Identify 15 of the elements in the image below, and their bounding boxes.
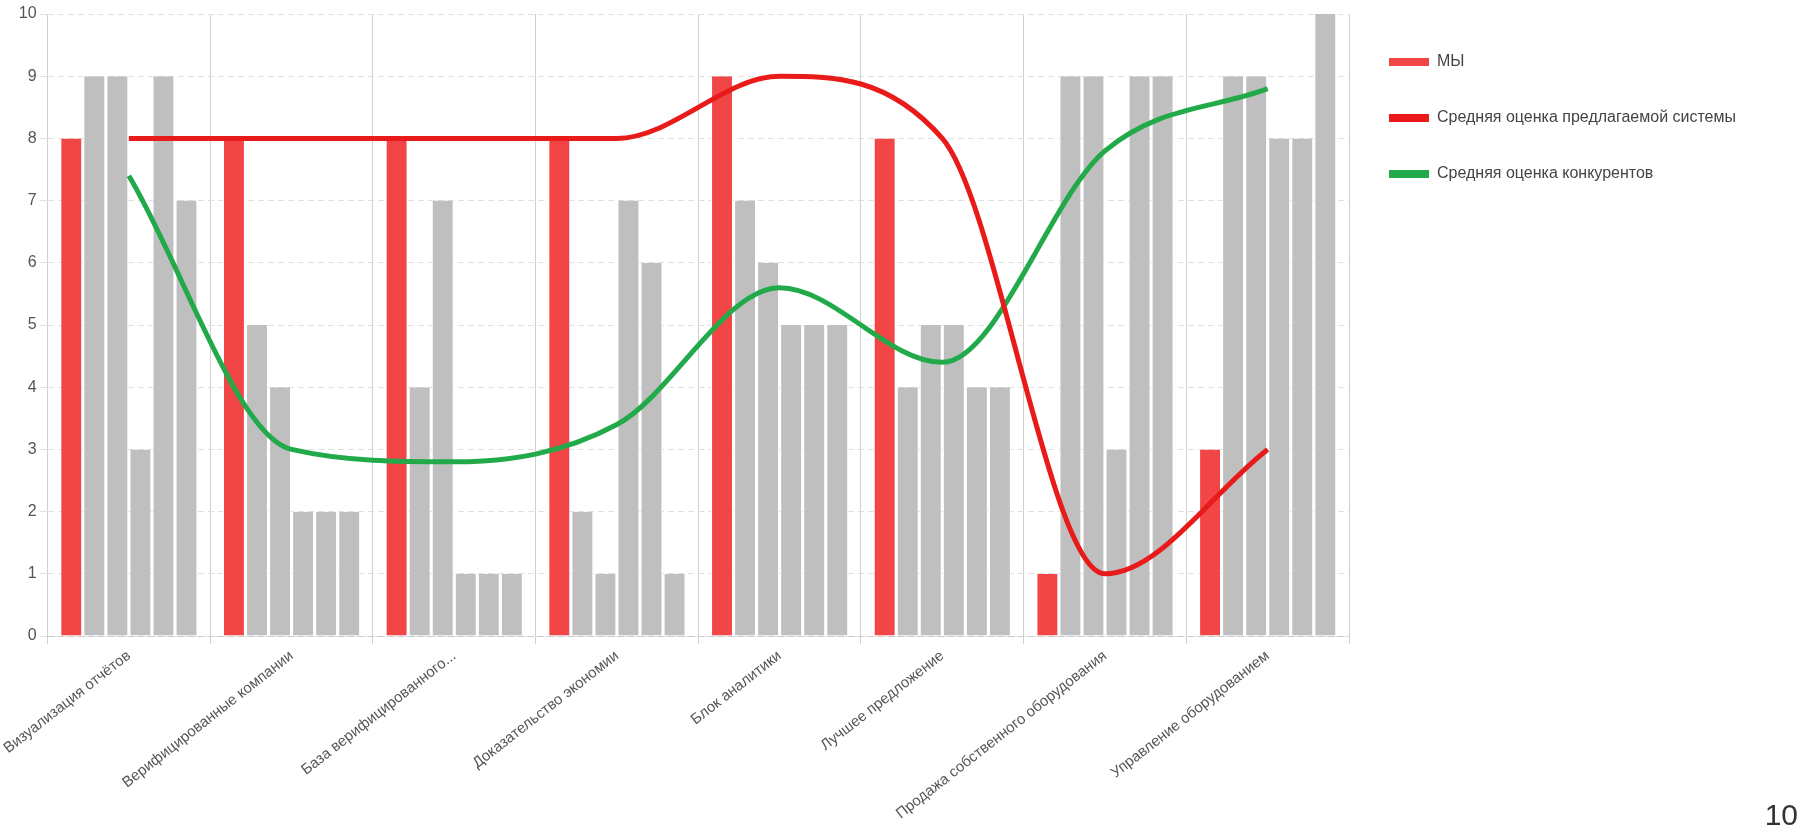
y-tick-label: 7 [27, 191, 37, 209]
text: 10 [1764, 798, 1798, 832]
y-tick-label: 1 [27, 564, 37, 582]
legend-label: МЫ [1437, 52, 1465, 70]
y-tick-label: 8 [27, 128, 37, 146]
y-tick-label: 2 [27, 502, 37, 520]
y-tick-label: 9 [27, 66, 37, 84]
y-tick-label: 3 [27, 439, 37, 457]
y-tick-label: 4 [27, 377, 37, 395]
legend-label: Средняя оценка предлагаемой системы [1437, 108, 1736, 126]
y-tick-label: 6 [27, 253, 37, 271]
y-tick-label: 10 [18, 4, 37, 22]
y-tick-label: 5 [27, 315, 37, 333]
legend-label: Средняя оценка конкурентов [1437, 164, 1654, 182]
y-tick-label: 0 [27, 626, 37, 644]
